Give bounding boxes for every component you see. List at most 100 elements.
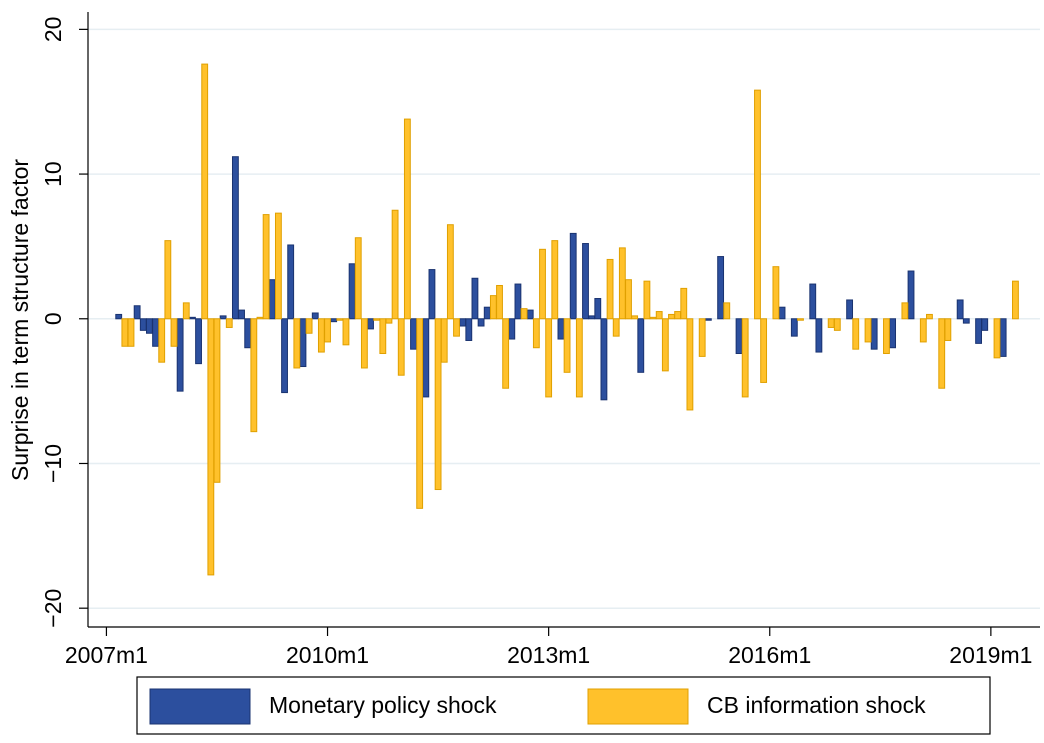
bar — [440, 318, 448, 363]
bar — [483, 306, 491, 320]
bar — [465, 318, 473, 341]
bar — [674, 311, 682, 320]
bar — [459, 318, 467, 327]
bar — [704, 318, 712, 321]
bar — [496, 284, 503, 320]
bar — [514, 283, 522, 320]
bar — [520, 308, 528, 320]
bar — [250, 318, 258, 433]
x-tick-label: 2010m1 — [286, 642, 369, 668]
bar — [852, 318, 860, 350]
bar — [698, 318, 706, 357]
bar — [637, 318, 645, 373]
bar — [213, 318, 221, 483]
legend-swatch — [587, 688, 689, 725]
bar — [870, 318, 878, 350]
bar — [717, 256, 725, 320]
bar — [152, 318, 159, 347]
bar — [575, 318, 583, 398]
bar — [815, 318, 823, 353]
bar — [182, 302, 190, 320]
bar — [668, 313, 675, 320]
bar — [139, 318, 147, 331]
bar — [833, 318, 841, 331]
bar — [176, 318, 184, 392]
bar — [569, 232, 577, 320]
bar — [434, 318, 442, 491]
bar — [1012, 280, 1019, 320]
bar — [999, 318, 1007, 357]
bar — [422, 318, 430, 398]
bar — [754, 89, 761, 320]
bar — [889, 318, 897, 349]
bar — [582, 243, 589, 320]
bar — [532, 318, 540, 349]
bar — [827, 318, 835, 328]
y-tick-label: 0 — [40, 312, 66, 325]
bar — [188, 316, 196, 320]
bar — [428, 269, 436, 320]
bar — [883, 318, 890, 355]
bar — [354, 237, 362, 320]
bar — [508, 318, 516, 340]
bar — [342, 318, 350, 346]
bar — [262, 214, 270, 320]
bar — [926, 313, 933, 320]
bar — [790, 318, 798, 337]
bar — [256, 316, 264, 320]
bar — [772, 266, 780, 320]
y-tick-label: −10 — [40, 444, 66, 483]
bar — [268, 279, 276, 320]
bar — [901, 302, 909, 320]
bar — [981, 318, 989, 331]
bar — [373, 318, 381, 321]
bar — [551, 240, 559, 320]
bar — [975, 318, 982, 344]
bar — [846, 299, 854, 320]
bar — [956, 299, 964, 320]
bar — [231, 156, 239, 320]
bar — [281, 318, 288, 394]
bar — [563, 318, 571, 373]
x-tick-label: 2019m1 — [949, 642, 1032, 668]
bar — [944, 318, 952, 341]
bar — [410, 318, 417, 350]
bar — [760, 318, 768, 383]
bar — [238, 309, 245, 320]
bar — [207, 318, 215, 576]
bar — [778, 306, 786, 320]
bar — [317, 318, 325, 353]
bar — [158, 318, 166, 363]
bar — [962, 318, 970, 324]
bar — [274, 212, 282, 320]
bar — [477, 318, 485, 327]
bar — [367, 318, 374, 330]
bar — [993, 318, 1001, 359]
bar — [864, 318, 872, 343]
y-tick-label: 10 — [40, 161, 66, 187]
y-tick-label: −20 — [40, 589, 66, 628]
bar — [348, 263, 356, 320]
legend-label: CB information shock — [707, 692, 926, 718]
bar — [127, 318, 135, 347]
bar — [305, 318, 313, 334]
x-tick-label: 2007m1 — [65, 642, 148, 668]
bar — [379, 318, 387, 355]
bar — [164, 240, 172, 320]
legend-swatch — [149, 688, 251, 725]
bar — [287, 244, 295, 320]
bar — [471, 277, 479, 320]
bar — [919, 318, 927, 343]
bar — [121, 318, 129, 347]
bar — [146, 318, 153, 334]
bar — [403, 118, 411, 320]
bar — [735, 318, 743, 355]
x-tick-label: 2016m1 — [728, 642, 811, 668]
y-axis-title: Surprise in term structure factor — [7, 159, 33, 481]
bar — [133, 305, 141, 320]
bar — [195, 318, 202, 365]
bar — [244, 318, 252, 349]
bar — [201, 63, 209, 320]
